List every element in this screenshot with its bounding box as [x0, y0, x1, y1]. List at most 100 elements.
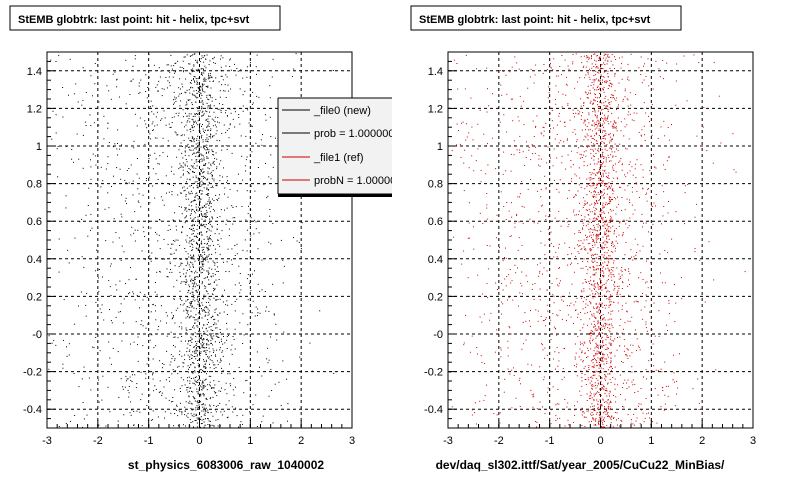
data-point — [190, 310, 192, 312]
data-point — [190, 228, 192, 230]
data-point — [537, 264, 538, 266]
data-point — [205, 407, 207, 409]
data-point — [129, 292, 131, 294]
data-point — [205, 79, 207, 81]
data-point — [599, 302, 601, 304]
data-point — [213, 154, 215, 156]
data-point — [202, 85, 204, 87]
data-point — [198, 129, 200, 131]
data-point — [199, 182, 201, 184]
data-point — [595, 200, 597, 201]
data-point — [598, 177, 600, 179]
data-point — [586, 97, 588, 99]
data-point — [174, 389, 175, 391]
data-point — [181, 83, 183, 85]
data-point — [541, 133, 543, 135]
data-point — [185, 401, 187, 403]
data-point — [206, 243, 208, 245]
data-point — [591, 313, 593, 315]
data-point — [216, 183, 218, 185]
data-point — [467, 277, 469, 279]
data-point — [597, 215, 599, 217]
data-point — [657, 394, 659, 396]
data-point — [199, 331, 201, 333]
data-point — [121, 144, 123, 146]
data-point — [112, 241, 114, 243]
data-point — [192, 421, 194, 423]
data-point — [187, 198, 189, 200]
data-point — [201, 389, 203, 391]
data-point — [225, 271, 227, 272]
data-point — [141, 320, 143, 322]
data-point — [162, 258, 164, 260]
data-point — [588, 221, 590, 223]
data-point — [610, 196, 612, 198]
data-point — [577, 109, 579, 111]
data-point — [205, 139, 207, 141]
data-point — [184, 91, 186, 93]
data-point — [190, 190, 192, 192]
data-point — [199, 239, 200, 241]
data-point — [209, 60, 211, 62]
data-point — [201, 135, 203, 137]
data-point — [206, 210, 208, 212]
data-point — [502, 289, 504, 291]
data-point — [651, 329, 653, 331]
data-point — [686, 100, 688, 102]
data-point — [643, 102, 645, 104]
data-point — [567, 65, 569, 67]
data-point — [207, 105, 209, 107]
data-point — [176, 134, 178, 136]
data-point — [191, 192, 193, 194]
data-point — [200, 337, 202, 339]
data-point — [606, 395, 608, 397]
data-point — [182, 162, 184, 164]
data-point — [621, 274, 623, 276]
data-point — [509, 327, 511, 329]
data-point — [201, 74, 203, 76]
data-point — [603, 126, 605, 128]
data-point — [185, 327, 187, 329]
data-point — [206, 330, 208, 332]
data-point — [558, 191, 560, 193]
data-point — [202, 404, 204, 405]
data-point — [594, 293, 596, 295]
data-point — [668, 201, 669, 202]
data-point — [602, 354, 604, 356]
data-point — [608, 415, 610, 417]
data-point — [188, 208, 190, 210]
data-point — [125, 59, 127, 61]
data-point — [492, 93, 493, 95]
data-point — [189, 228, 191, 229]
data-point — [596, 172, 598, 174]
data-point — [74, 237, 76, 239]
data-point — [517, 305, 519, 307]
data-point — [212, 208, 214, 210]
data-point — [202, 310, 204, 312]
data-point — [128, 182, 130, 184]
data-point — [163, 239, 165, 240]
data-point — [554, 138, 556, 140]
data-point — [153, 64, 155, 66]
data-point — [614, 56, 616, 58]
data-point — [203, 426, 205, 428]
data-point — [149, 258, 151, 260]
data-point — [197, 297, 199, 299]
data-point — [208, 356, 210, 358]
data-point — [589, 311, 591, 313]
data-point — [207, 418, 209, 419]
data-point — [261, 259, 263, 261]
data-point — [592, 218, 594, 220]
data-point — [610, 86, 612, 88]
data-point — [558, 247, 559, 249]
data-point — [238, 116, 240, 118]
data-point — [134, 240, 136, 242]
data-point — [82, 167, 84, 169]
data-point — [601, 426, 603, 428]
data-point — [165, 312, 167, 314]
data-point — [200, 336, 202, 338]
data-point — [529, 76, 531, 78]
data-point — [193, 325, 194, 327]
data-point — [649, 170, 651, 172]
data-point — [183, 379, 185, 381]
